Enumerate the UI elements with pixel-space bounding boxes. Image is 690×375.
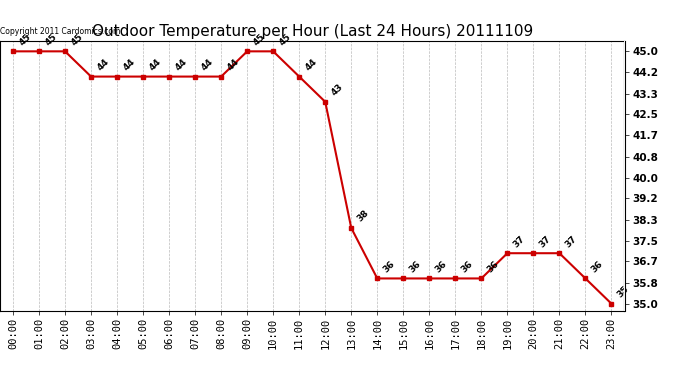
Text: 36: 36 — [486, 259, 501, 274]
Text: 44: 44 — [95, 57, 110, 72]
Text: 37: 37 — [538, 234, 553, 249]
Text: 44: 44 — [226, 57, 241, 72]
Text: 44: 44 — [199, 57, 215, 72]
Text: 44: 44 — [173, 57, 188, 72]
Text: 45: 45 — [277, 32, 293, 47]
Text: 44: 44 — [121, 57, 137, 72]
Text: 38: 38 — [355, 209, 371, 224]
Text: 45: 45 — [69, 32, 84, 47]
Text: 36: 36 — [589, 259, 605, 274]
Text: 36: 36 — [433, 259, 448, 274]
Title: Outdoor Temperature per Hour (Last 24 Hours) 20111109: Outdoor Temperature per Hour (Last 24 Ho… — [92, 24, 533, 39]
Text: 37: 37 — [511, 234, 527, 249]
Text: 36: 36 — [382, 259, 397, 274]
Text: 43: 43 — [329, 82, 345, 98]
Text: 44: 44 — [304, 57, 319, 72]
Text: 37: 37 — [564, 234, 579, 249]
Text: 44: 44 — [147, 57, 163, 72]
Text: 35: 35 — [615, 284, 631, 300]
Text: 45: 45 — [251, 32, 266, 47]
Text: 36: 36 — [460, 259, 475, 274]
Text: 45: 45 — [17, 32, 32, 47]
Text: Copyright 2011 Cardomics.com: Copyright 2011 Cardomics.com — [0, 27, 120, 36]
Text: 45: 45 — [43, 32, 59, 47]
Text: 36: 36 — [408, 259, 423, 274]
